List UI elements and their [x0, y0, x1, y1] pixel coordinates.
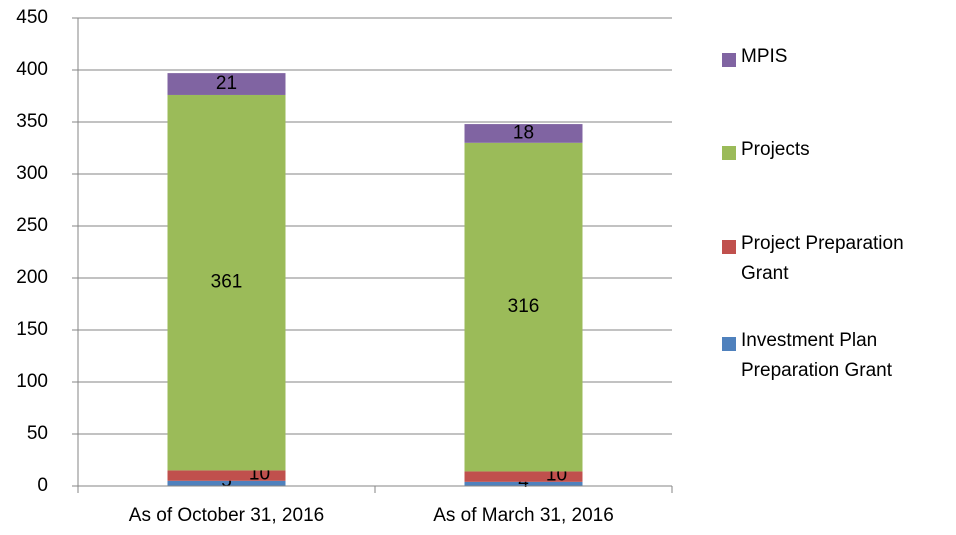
legend-item: Project Preparation Grant	[722, 233, 954, 289]
legend-swatch	[722, 337, 736, 351]
y-tick-label: 350	[16, 111, 48, 132]
legend-label: Project Preparation Grant	[741, 233, 904, 284]
x-tick-label: As of October 31, 2016	[129, 505, 324, 526]
legend-swatch	[722, 146, 736, 160]
bar-segment	[464, 142, 583, 472]
y-tick-label: 450	[16, 7, 48, 28]
legend-label: Projects	[741, 139, 810, 160]
bar-segment	[464, 124, 583, 143]
y-tick-label: 400	[16, 59, 48, 80]
bar-segment	[167, 94, 286, 471]
y-tick-label: 300	[16, 163, 48, 184]
legend-swatch	[722, 53, 736, 67]
y-tick-label: 150	[16, 319, 48, 340]
legend-swatch	[722, 240, 736, 254]
y-tick-label: 100	[16, 371, 48, 392]
legend-label: Investment Plan Preparation Grant	[741, 330, 893, 381]
data-label: 361	[211, 272, 243, 293]
bar-segment	[464, 471, 583, 482]
data-label: 5	[221, 470, 232, 491]
bar-segment	[167, 480, 286, 486]
legend-item: Projects	[722, 139, 954, 165]
legend-item: Investment Plan Preparation Grant	[722, 330, 954, 386]
y-tick-label: 50	[27, 423, 48, 444]
data-label: 316	[508, 296, 540, 317]
y-tick-label: 0	[37, 475, 48, 496]
bar-segment	[167, 470, 286, 481]
y-tick-label: 250	[16, 215, 48, 236]
data-label: 21	[216, 73, 237, 94]
x-tick-label: As of March 31, 2016	[433, 505, 614, 526]
y-tick-label: 200	[16, 267, 48, 288]
bar-segment	[167, 73, 286, 95]
legend-label: MPIS	[741, 46, 788, 67]
data-label: 18	[513, 122, 534, 143]
legend-item: MPIS	[722, 46, 954, 72]
bar-segment	[464, 481, 583, 486]
